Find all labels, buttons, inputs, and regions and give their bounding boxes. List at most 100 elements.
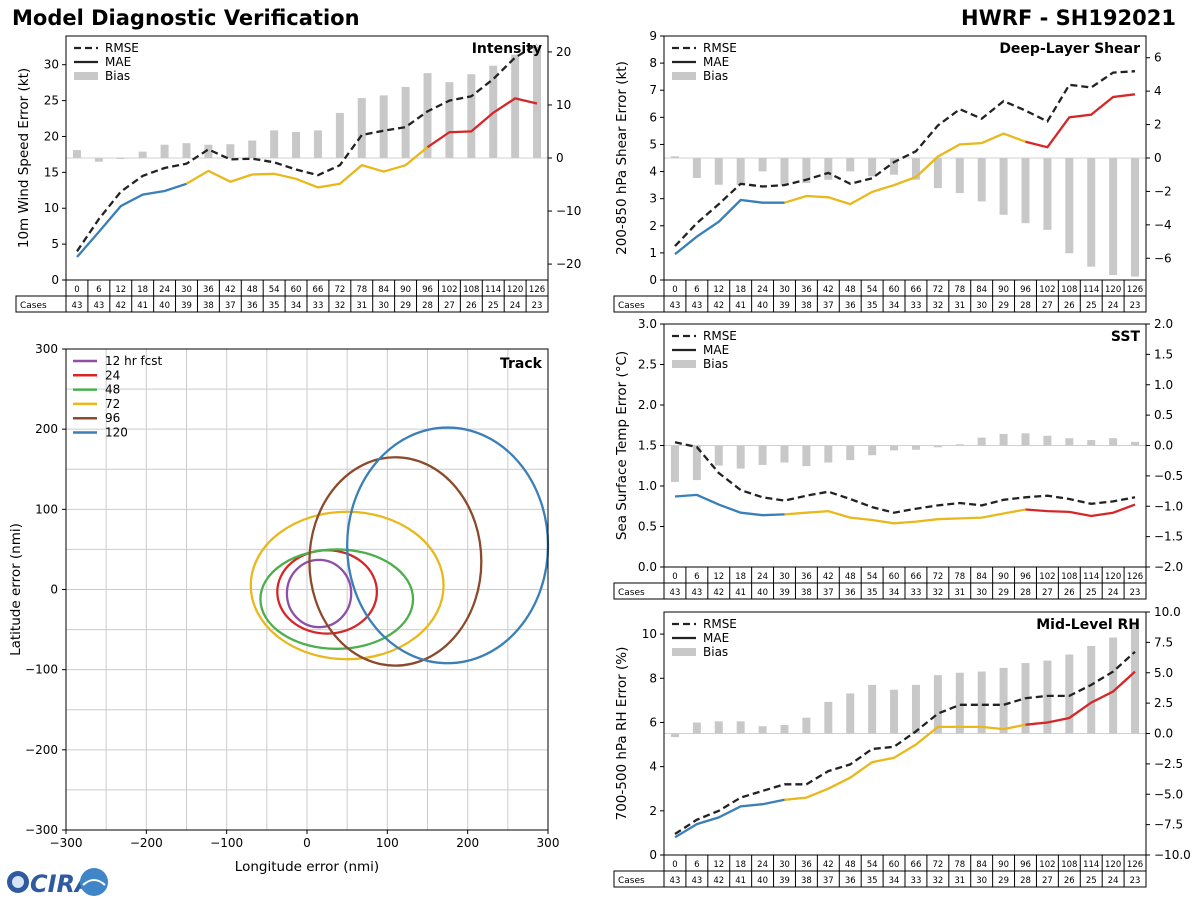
bias-bar bbox=[1109, 158, 1118, 275]
mae-line-mid bbox=[185, 146, 429, 189]
cases-cell: 40 bbox=[757, 588, 768, 598]
y2-tick-label: −1.5 bbox=[1154, 530, 1183, 544]
lead-cell: 96 bbox=[1020, 285, 1031, 295]
lead-cell: 114 bbox=[1083, 285, 1099, 295]
bias-bar bbox=[955, 672, 964, 734]
lead-cell: 90 bbox=[998, 572, 1009, 582]
lead-cell: 30 bbox=[181, 285, 192, 295]
x-tick-label: 300 bbox=[537, 836, 560, 850]
y-tick-label: 2.5 bbox=[638, 358, 657, 372]
bias-bar bbox=[1087, 646, 1096, 734]
cases-cell: 23 bbox=[1130, 588, 1141, 598]
y2-tick-label: 1.0 bbox=[1154, 378, 1173, 392]
lead-cell: 72 bbox=[932, 572, 943, 582]
y-tick-label: 10 bbox=[44, 201, 59, 215]
bias-bar bbox=[736, 158, 745, 185]
mae-line-late bbox=[426, 97, 538, 149]
bias-bar bbox=[933, 158, 942, 189]
y2-tick-label: 2 bbox=[1154, 118, 1162, 132]
cases-cell: 26 bbox=[1064, 588, 1075, 598]
bias-bar bbox=[911, 158, 920, 180]
cases-cell: 26 bbox=[466, 301, 477, 311]
bias-bar bbox=[977, 437, 986, 446]
lead-cell: 60 bbox=[889, 285, 900, 295]
mae-line-mid bbox=[784, 132, 1026, 206]
y2-tick-label: 10.0 bbox=[1154, 605, 1181, 619]
lead-cell: 120 bbox=[507, 285, 523, 295]
bias-bar bbox=[714, 445, 723, 466]
lead-cell: 24 bbox=[757, 572, 768, 582]
lead-cell: 90 bbox=[998, 285, 1009, 295]
cases-cell: 33 bbox=[911, 301, 922, 311]
y-tick-label: 5 bbox=[51, 237, 59, 251]
lead-cell: 96 bbox=[1020, 860, 1031, 870]
y-tick-label: 0 bbox=[649, 848, 657, 862]
y-tick-label: 3 bbox=[649, 192, 657, 206]
lead-cell: 0 bbox=[672, 572, 677, 582]
cases-cell: 37 bbox=[823, 876, 834, 886]
bias-bar bbox=[248, 140, 257, 158]
lead-cell: 96 bbox=[422, 285, 433, 295]
cases-cell: 35 bbox=[867, 588, 878, 598]
bias-bar bbox=[977, 671, 986, 734]
legend-rmse-label: RMSE bbox=[105, 41, 139, 55]
lead-cell: 126 bbox=[1127, 572, 1143, 582]
cases-cell: 29 bbox=[400, 301, 411, 311]
legend-label: 120 bbox=[105, 426, 128, 440]
bias-bar bbox=[1065, 438, 1074, 446]
cases-cell: 25 bbox=[1086, 876, 1097, 886]
y2-tick-label: −4 bbox=[1154, 218, 1172, 232]
lead-cell: 0 bbox=[672, 285, 677, 295]
lead-cell: 84 bbox=[976, 572, 987, 582]
cases-cell: 27 bbox=[1042, 588, 1053, 598]
mae-line-early bbox=[674, 798, 785, 839]
lead-cell: 114 bbox=[1083, 860, 1099, 870]
cases-cell: 41 bbox=[137, 301, 148, 311]
bias-bar bbox=[780, 158, 789, 185]
y-tick-label: −200 bbox=[25, 743, 58, 757]
lead-cell: 102 bbox=[1039, 860, 1055, 870]
cases-cell: 38 bbox=[801, 876, 812, 886]
lead-cell: 6 bbox=[694, 572, 699, 582]
lead-cell: 48 bbox=[845, 572, 856, 582]
y-tick-label: 20 bbox=[44, 129, 59, 143]
bias-bar bbox=[824, 158, 833, 180]
cases-cell: 28 bbox=[1020, 301, 1031, 311]
lead-cell: 48 bbox=[845, 285, 856, 295]
y-tick-label: 8 bbox=[649, 56, 657, 70]
y-tick-label: 1.5 bbox=[638, 439, 657, 453]
bias-bar bbox=[758, 445, 767, 465]
cases-cell: 23 bbox=[1130, 301, 1141, 311]
rmse-line bbox=[674, 441, 1136, 514]
y-tick-label: 200 bbox=[35, 422, 58, 436]
y-tick-label: 6 bbox=[649, 715, 657, 729]
cases-cell: 23 bbox=[532, 301, 543, 311]
cases-cell: 30 bbox=[976, 301, 987, 311]
y-axis-label: 10m Wind Speed Error (kt) bbox=[16, 68, 32, 248]
bias-bar bbox=[379, 95, 388, 158]
bias-bar bbox=[1131, 441, 1140, 446]
y2-tick-label: −0.5 bbox=[1154, 469, 1183, 483]
legend-label: 48 bbox=[105, 383, 120, 397]
track-ellipse-96 bbox=[308, 456, 483, 667]
legend-bias-swatch bbox=[672, 648, 696, 656]
lead-cell: 36 bbox=[203, 285, 214, 295]
rmse-line bbox=[674, 70, 1136, 247]
x-axis-label: Longitude error (nmi) bbox=[235, 859, 379, 875]
y-tick-label: 2.0 bbox=[638, 398, 657, 412]
cases-cell: 43 bbox=[691, 301, 702, 311]
cases-cell: 25 bbox=[1086, 301, 1097, 311]
cases-cell: 24 bbox=[1108, 301, 1119, 311]
lead-cell: 66 bbox=[313, 285, 324, 295]
y-tick-label: 8 bbox=[649, 671, 657, 685]
bias-bar bbox=[824, 701, 833, 734]
y2-tick-label: 0 bbox=[1154, 151, 1162, 165]
y-tick-label: 10 bbox=[642, 627, 657, 641]
cases-cell: 34 bbox=[291, 301, 302, 311]
cases-cell: 37 bbox=[225, 301, 236, 311]
bias-bar bbox=[357, 98, 366, 158]
